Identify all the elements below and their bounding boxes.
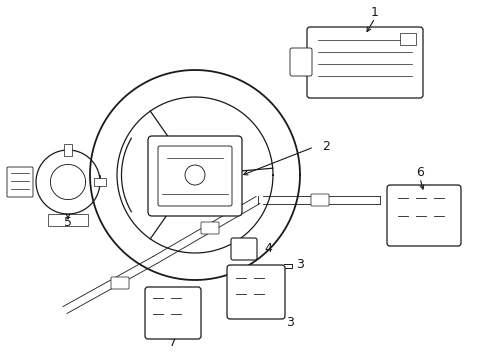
FancyBboxPatch shape <box>230 238 257 260</box>
Text: 3: 3 <box>295 257 303 270</box>
FancyBboxPatch shape <box>201 222 219 234</box>
FancyBboxPatch shape <box>289 48 311 76</box>
Text: 4: 4 <box>264 242 271 255</box>
FancyBboxPatch shape <box>226 265 285 319</box>
Text: 7: 7 <box>169 336 177 348</box>
Bar <box>177 157 213 193</box>
FancyBboxPatch shape <box>386 185 460 246</box>
FancyBboxPatch shape <box>111 277 129 289</box>
Text: 2: 2 <box>321 140 329 153</box>
Bar <box>48 214 88 226</box>
FancyBboxPatch shape <box>310 194 328 206</box>
Circle shape <box>184 165 204 185</box>
Bar <box>399 33 415 45</box>
Bar <box>94 178 106 186</box>
FancyBboxPatch shape <box>158 146 231 206</box>
FancyBboxPatch shape <box>306 27 422 98</box>
FancyBboxPatch shape <box>145 287 201 339</box>
FancyBboxPatch shape <box>148 136 242 216</box>
FancyBboxPatch shape <box>7 167 33 197</box>
Text: 3: 3 <box>285 315 293 328</box>
Text: 1: 1 <box>370 5 378 18</box>
Text: 6: 6 <box>415 166 423 179</box>
Bar <box>64 144 72 156</box>
Text: 5: 5 <box>64 216 72 229</box>
